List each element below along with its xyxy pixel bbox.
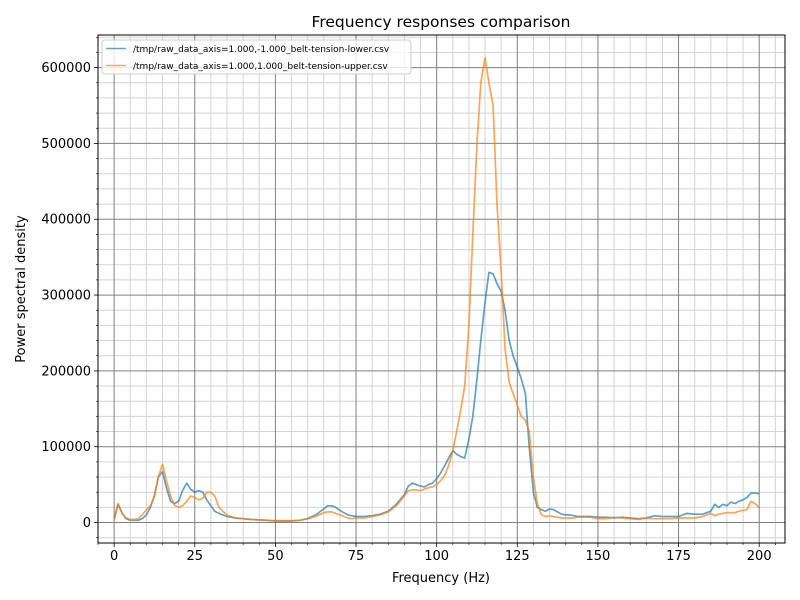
y-tick-label: 300000: [41, 289, 91, 304]
legend-box: [101, 39, 412, 75]
x-tick-label: 0: [110, 549, 118, 564]
x-tick-label: 175: [666, 549, 691, 564]
y-axis-ticks: 0 100000 200000 300000 400000 500000 600000: [41, 36, 98, 538]
x-tick-label: 125: [505, 549, 530, 564]
series-line-belt-tension-upper: [113, 56, 760, 522]
legend: /tmp/raw_data_axis=1.000,-1.000_belt-ten…: [101, 39, 412, 75]
y-tick-label: 400000: [41, 213, 91, 228]
x-axis-ticks: 0 25 50 75 100 125 150 175 200: [97, 543, 776, 564]
y-tick-label: 600000: [41, 61, 91, 76]
y-tick-label: 100000: [41, 440, 91, 455]
y-tick-label: 500000: [41, 137, 91, 152]
x-tick-label: 150: [586, 549, 611, 564]
x-tick-label: 75: [348, 549, 365, 564]
legend-label-upper: /tmp/raw_data_axis=1.000,1.000_belt-tens…: [133, 62, 388, 72]
x-tick-label: 100: [424, 549, 449, 564]
x-axis-label: Frequency (Hz): [392, 571, 490, 586]
series-layer: [113, 56, 760, 522]
chart-title: Frequency responses comparison: [312, 13, 571, 31]
minor-grid: [97, 35, 785, 543]
y-axis-label: Power spectral density: [14, 215, 29, 363]
y-tick-label: 200000: [41, 364, 91, 379]
y-tick-label: 0: [83, 516, 91, 531]
x-tick-label: 25: [186, 549, 203, 564]
x-tick-label: 200: [747, 549, 772, 564]
legend-label-lower: /tmp/raw_data_axis=1.000,-1.000_belt-ten…: [133, 45, 390, 55]
plot-frame: [97, 34, 786, 544]
x-tick-label: 50: [267, 549, 284, 564]
